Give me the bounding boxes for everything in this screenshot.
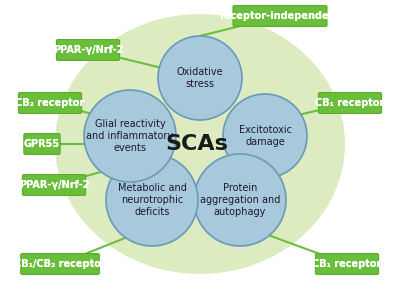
- FancyBboxPatch shape: [22, 175, 86, 195]
- Text: CB₂ receptor: CB₂ receptor: [15, 98, 85, 108]
- Circle shape: [106, 154, 198, 246]
- Text: CB₁ receptor: CB₁ receptor: [315, 98, 385, 108]
- Text: CB₁/CB₂ receptor: CB₁/CB₂ receptor: [14, 259, 106, 269]
- Text: GPR55: GPR55: [24, 139, 60, 149]
- Text: receptor-independent: receptor-independent: [219, 11, 341, 21]
- Text: CB₁ receptor: CB₁ receptor: [312, 259, 382, 269]
- Circle shape: [158, 36, 242, 120]
- Text: Metabolic and
neurotrophic
deficits: Metabolic and neurotrophic deficits: [118, 183, 186, 217]
- Text: Excitotoxic
damage: Excitotoxic damage: [238, 125, 292, 147]
- FancyBboxPatch shape: [18, 93, 82, 113]
- Text: Protein
aggregation and
autophagy: Protein aggregation and autophagy: [200, 183, 280, 217]
- Text: PPAR-γ/Nrf-2: PPAR-γ/Nrf-2: [19, 180, 89, 190]
- Circle shape: [223, 94, 307, 178]
- Text: CB₂ receptor: CB₂ receptor: [15, 98, 85, 108]
- Text: CB₁ receptor: CB₁ receptor: [312, 259, 382, 269]
- Text: Glial reactivity
and inflammatory
events: Glial reactivity and inflammatory events: [86, 119, 174, 154]
- FancyBboxPatch shape: [24, 134, 60, 154]
- Text: Oxidative
stress: Oxidative stress: [177, 67, 223, 89]
- Text: SCAs: SCAs: [166, 134, 228, 154]
- Text: PPAR-γ/Nrf-2: PPAR-γ/Nrf-2: [53, 45, 123, 55]
- FancyBboxPatch shape: [315, 254, 378, 274]
- Text: GPR55: GPR55: [24, 139, 60, 149]
- Text: CB₁ receptor: CB₁ receptor: [315, 98, 385, 108]
- Circle shape: [194, 154, 286, 246]
- Text: receptor-independent: receptor-independent: [219, 11, 341, 21]
- Text: PPAR-γ/Nrf-2: PPAR-γ/Nrf-2: [53, 45, 123, 55]
- FancyBboxPatch shape: [56, 40, 120, 60]
- Text: PPAR-γ/Nrf-2: PPAR-γ/Nrf-2: [19, 180, 89, 190]
- Circle shape: [84, 90, 176, 182]
- Text: CB₁/CB₂ receptor: CB₁/CB₂ receptor: [14, 259, 106, 269]
- FancyBboxPatch shape: [233, 5, 327, 26]
- FancyBboxPatch shape: [318, 93, 382, 113]
- FancyBboxPatch shape: [21, 254, 99, 274]
- Ellipse shape: [55, 14, 345, 274]
